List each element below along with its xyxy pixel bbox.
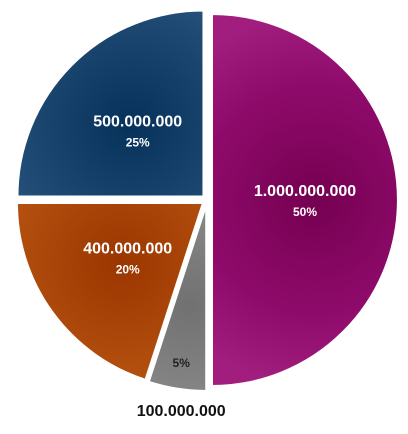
slice-value-label-1: 100.000.000 [137,403,226,420]
slice-percent-label-3: 25% [126,136,150,150]
pie-slice-2 [15,201,205,382]
slice-percent-label-2: 20% [116,263,140,277]
slice-percent-label-0: 50% [293,205,317,219]
slice-value-label-3: 500.000.000 [93,114,182,131]
pie-slice-0 [211,12,399,388]
labels-layer: 1.000.000.000 50% 5% 100.000.000 400.000.000… [83,114,356,420]
slice-value-label-0: 1.000.000.000 [254,183,356,200]
pie-slice-1 [147,204,208,392]
slice-percent-label-1: 5% [173,356,191,370]
slice-value-label-2: 400.000.000 [83,241,172,258]
slices-layer [15,9,399,392]
pie-slice-3 [16,9,205,198]
